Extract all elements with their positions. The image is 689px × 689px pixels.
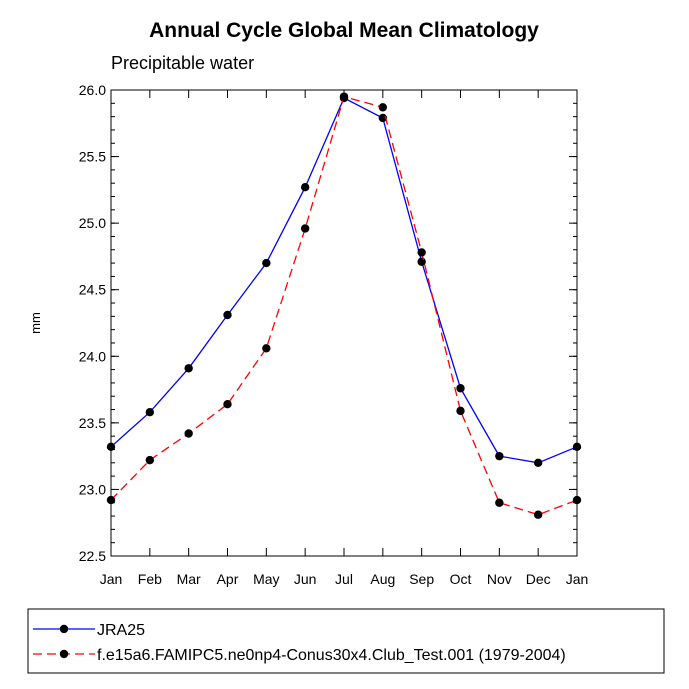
series-1-point bbox=[223, 400, 232, 409]
series-1-point bbox=[145, 455, 155, 465]
series-line-0 bbox=[110, 97, 578, 464]
series-1-point bbox=[533, 510, 543, 519]
x-tick-label: Sep bbox=[409, 571, 434, 587]
x-tick-label: Nov bbox=[487, 571, 512, 587]
x-tick-label: Jan bbox=[100, 571, 123, 587]
x-tick-label: May bbox=[253, 571, 279, 587]
y-tick-label: 23.5 bbox=[79, 415, 106, 431]
series-1-point bbox=[456, 406, 465, 416]
y-tick-label: 22.5 bbox=[79, 548, 106, 564]
series-1-point bbox=[417, 248, 426, 257]
series-1-point bbox=[300, 224, 310, 233]
series-1-point bbox=[378, 103, 388, 112]
y-tick-label: 23.0 bbox=[79, 481, 106, 497]
legend-box bbox=[27, 608, 665, 674]
x-axis-ticks: Jan Feb Mar Apr May Jun Jul Aug Sep Oct Nov Dec Jan bbox=[100, 90, 589, 587]
plot-frame bbox=[110, 89, 578, 557]
chart-subtitle: Precipitable water bbox=[111, 53, 254, 73]
series-layer bbox=[106, 92, 582, 519]
series-1-point bbox=[262, 344, 271, 353]
series-0-point bbox=[223, 310, 232, 320]
series-1-point bbox=[106, 495, 116, 505]
x-tick-label: Dec bbox=[526, 571, 551, 587]
y-tick-label: 25.0 bbox=[79, 215, 106, 231]
chart-title: Annual Cycle Global Mean Climatology bbox=[149, 19, 539, 42]
series-0-point bbox=[417, 257, 426, 266]
legend-label-0: JRA25 bbox=[97, 622, 145, 639]
y-tick-label: 24.5 bbox=[79, 282, 106, 298]
x-tick-label: Jun bbox=[294, 571, 317, 587]
x-tick-label: Feb bbox=[138, 571, 162, 587]
series-1-point bbox=[572, 495, 582, 505]
series-0-point bbox=[184, 364, 193, 373]
y-axis-ticks: 22.5 23.0 23.5 24.0 24.5 25.0 25.5 26.0 bbox=[79, 82, 577, 564]
y-tick-label: 25.5 bbox=[79, 149, 106, 165]
legend: JRA25 f.e15a6.FAMIPC5.ne0np4-Conus30x4.Cl… bbox=[33, 622, 566, 664]
series-0-point bbox=[300, 182, 310, 192]
series-1-point bbox=[184, 429, 193, 438]
legend-marker-1 bbox=[59, 649, 69, 659]
y-axis-label: mm bbox=[28, 312, 43, 334]
series-line-1 bbox=[110, 95, 578, 516]
series-0-point bbox=[456, 384, 465, 393]
series-0-point bbox=[106, 442, 116, 452]
x-tick-label: Aug bbox=[370, 571, 395, 587]
series-0-point bbox=[262, 258, 271, 268]
y-tick-label: 26.0 bbox=[79, 82, 106, 98]
series-0-point bbox=[572, 442, 582, 452]
x-tick-label: Jan bbox=[566, 571, 589, 587]
x-tick-label: Mar bbox=[177, 571, 201, 587]
series-0-point bbox=[145, 408, 155, 417]
legend-label-1: f.e15a6.FAMIPC5.ne0np4-Conus30x4.Club_Te… bbox=[97, 647, 566, 664]
series-1-point bbox=[495, 498, 504, 507]
series-0-point bbox=[533, 458, 543, 467]
x-tick-label: Apr bbox=[217, 571, 239, 587]
series-1-point bbox=[339, 92, 349, 101]
x-tick-label: Jul bbox=[335, 571, 353, 587]
series-0-point bbox=[495, 451, 504, 461]
y-tick-label: 24.0 bbox=[79, 348, 106, 364]
x-tick-label: Oct bbox=[450, 571, 472, 587]
legend-marker-0 bbox=[59, 624, 69, 634]
series-0-point bbox=[378, 113, 388, 123]
